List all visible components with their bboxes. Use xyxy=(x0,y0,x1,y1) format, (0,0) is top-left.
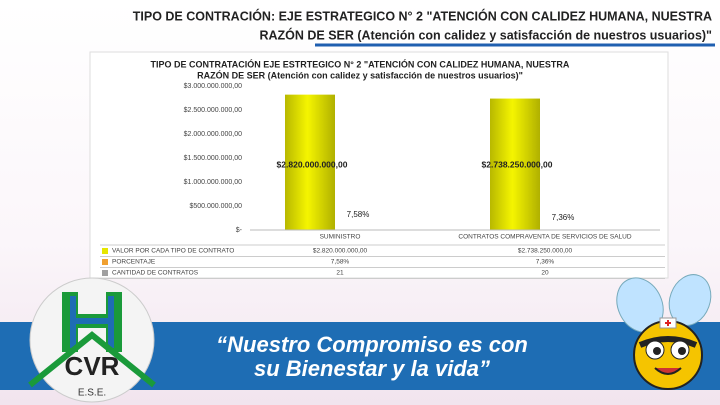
legend-swatch xyxy=(102,259,108,265)
legend-swatch xyxy=(102,270,108,276)
logo: CVR E.S.E. xyxy=(28,277,156,403)
table-cell: $2.820.000.000,00 xyxy=(313,248,368,255)
data-label: $2.820.000.000,00 xyxy=(277,159,348,169)
data-label: 7,58% xyxy=(347,210,370,219)
legend-label: VALOR POR CADA TIPO DE CONTRATO xyxy=(112,248,234,255)
y-tick-label: $- xyxy=(236,227,243,234)
slogan: su Bienestar y la vida” xyxy=(254,356,490,381)
legend-label: CANTIDAD DE CONTRATOS xyxy=(112,270,199,277)
y-tick-label: $3.000.000.000,00 xyxy=(184,83,242,90)
logo-suffix: E.S.E. xyxy=(78,388,106,399)
table-cell: $2.738.250.000,00 xyxy=(518,248,573,255)
chart-frame xyxy=(89,51,669,279)
bar xyxy=(285,94,335,230)
y-tick-label: $500.000.000,00 xyxy=(189,203,242,210)
bee xyxy=(616,274,712,390)
y-tick-label: $2.000.000.000,00 xyxy=(184,131,242,138)
chart: $- $500.000.000,00 $1.000.000.000,00 $1.500… xyxy=(100,83,665,279)
y-tick-label: $2.500.000.000,00 xyxy=(184,107,242,114)
table-cell: 21 xyxy=(336,270,344,277)
data-label: $2.738.250.000,00 xyxy=(482,159,553,169)
chart-title: RAZÓN DE SER (Atención con calidez y sat… xyxy=(197,69,523,80)
header-title: RAZÓN DE SER (Atención con calidez y sat… xyxy=(259,27,712,42)
legend-label: PORCENTAJE xyxy=(112,259,156,266)
header-title: TIPO DE CONTRACIÓN: EJE ESTRATEGICO N° 2… xyxy=(133,8,712,23)
legend-swatch xyxy=(102,248,108,254)
table-cell: 7,36% xyxy=(536,259,555,266)
y-tick-label: $1.000.000.000,00 xyxy=(184,179,242,186)
slogan: “Nuestro Compromiso es con xyxy=(216,332,528,357)
data-label: 7,36% xyxy=(552,213,575,222)
x-tick-label: CONTRATOS COMPRAVENTA DE SERVICIOS DE SA… xyxy=(458,234,631,241)
chart-title: TIPO DE CONTRATACIÓN EJE ESTRTEGICO N° 2… xyxy=(151,58,570,69)
table-cell: 7,58% xyxy=(331,259,350,266)
logo-letters: CVR xyxy=(65,351,120,381)
table-cell: 20 xyxy=(541,270,549,277)
bar xyxy=(490,98,540,231)
x-tick-label: SUMINISTRO xyxy=(320,234,361,241)
y-tick-label: $1.500.000.000,00 xyxy=(184,155,242,162)
